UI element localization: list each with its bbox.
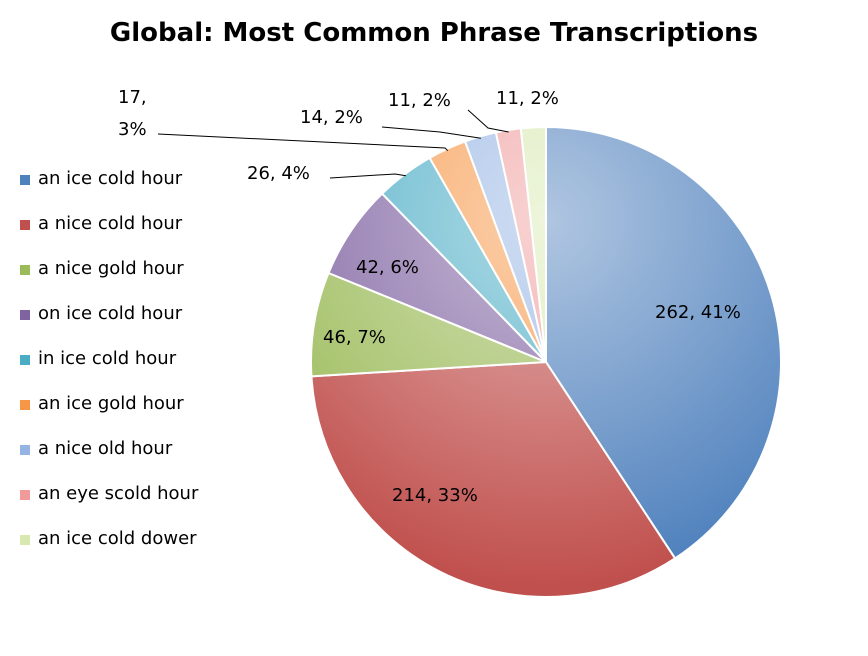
legend-label: a nice gold hour xyxy=(38,258,184,279)
legend-label: an ice gold hour xyxy=(38,393,184,414)
legend-item: on ice cold hour xyxy=(20,303,198,348)
pie-slice xyxy=(310,271,547,378)
legend-item: an eye scold hour xyxy=(20,483,198,528)
data-label: 3% xyxy=(118,119,147,140)
data-label: 262, 41% xyxy=(655,302,741,323)
leader-line xyxy=(329,173,406,179)
pie-slice xyxy=(310,360,677,598)
legend-swatch xyxy=(20,535,30,545)
legend-label: a nice old hour xyxy=(38,438,173,459)
data-label: 26, 4% xyxy=(247,163,310,184)
legend-label: on ice cold hour xyxy=(38,303,183,324)
legend-label: in ice cold hour xyxy=(38,348,177,369)
leader-line xyxy=(157,133,449,152)
data-labels-group: 262, 41% 214, 33% 46, 7% 42, 6% 26, 4% 1… xyxy=(118,87,741,506)
data-label: 14, 2% xyxy=(300,107,363,128)
data-label: 42, 6% xyxy=(356,257,419,278)
chart-title: Global: Most Common Phrase Transcription… xyxy=(109,18,759,48)
data-label: 46, 7% xyxy=(323,327,386,348)
legend-swatch xyxy=(20,490,30,500)
legend-item: a nice gold hour xyxy=(20,258,198,303)
legend-swatch xyxy=(20,445,30,455)
leader-line xyxy=(467,109,509,133)
legend-item: an ice cold dower xyxy=(20,528,198,573)
legend-swatch xyxy=(20,220,30,230)
leader-line xyxy=(381,126,481,139)
legend-label: an ice cold hour xyxy=(38,168,183,189)
data-label: 11, 2% xyxy=(388,90,451,111)
legend-label: an eye scold hour xyxy=(38,483,199,504)
pie-slice xyxy=(519,125,547,363)
legend-item: in ice cold hour xyxy=(20,348,198,393)
legend: an ice cold hour a nice cold hour a nice… xyxy=(20,168,198,573)
data-label: 17, xyxy=(118,87,147,108)
leader-lines-group xyxy=(157,109,509,179)
slices-group xyxy=(310,125,782,598)
legend-item: a nice cold hour xyxy=(20,213,198,258)
legend-swatch xyxy=(20,400,30,410)
data-label: 11, 2% xyxy=(496,88,559,109)
legend-label: an ice cold dower xyxy=(38,528,197,549)
legend-swatch xyxy=(20,265,30,275)
legend-swatch xyxy=(20,355,30,365)
data-label: 214, 33% xyxy=(392,485,478,506)
legend-item: an ice cold hour xyxy=(20,168,198,213)
legend-swatch xyxy=(20,310,30,320)
legend-item: a nice old hour xyxy=(20,438,198,483)
legend-item: an ice gold hour xyxy=(20,393,198,438)
legend-label: a nice cold hour xyxy=(38,213,183,234)
legend-swatch xyxy=(20,175,30,185)
